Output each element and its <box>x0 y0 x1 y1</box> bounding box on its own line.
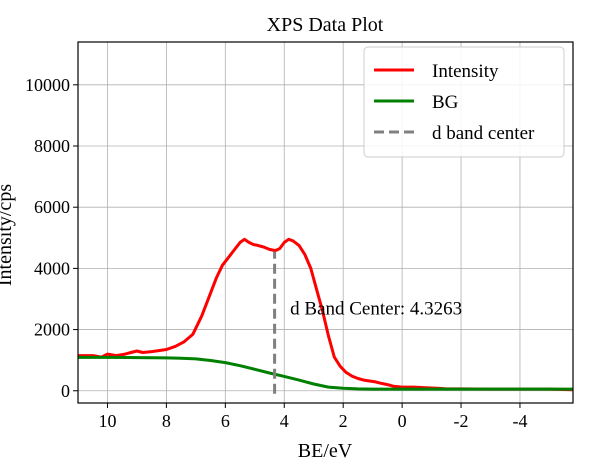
legend-box <box>363 46 565 158</box>
x-axis-ticks: 10 8 6 4 2 0 -2 -4 <box>98 403 527 431</box>
legend-label-bg: BG <box>432 92 459 113</box>
y-tick-label: 4000 <box>34 258 70 278</box>
y-tick-label: 0 <box>61 381 70 401</box>
y-axis-ticks: 0 2000 4000 6000 8000 10000 <box>25 75 78 401</box>
intensity-line <box>78 237 574 392</box>
x-tick-label: 6 <box>221 411 230 431</box>
y-tick-label: 2000 <box>34 320 70 340</box>
series-layer <box>78 237 574 394</box>
x-axis-label: BE/eV <box>298 440 353 462</box>
x-tick-label: 10 <box>98 411 116 431</box>
plot-frame <box>77 41 574 404</box>
y-axis-label: Intensity/cps <box>0 184 16 286</box>
y-tick-label: 6000 <box>34 197 70 217</box>
x-tick-label: 4 <box>280 411 289 431</box>
x-tick-label: 0 <box>398 411 407 431</box>
legend-label-intensity: Intensity <box>432 61 499 82</box>
legend-label-d-band-center: d band center <box>432 123 535 144</box>
x-tick-label: -2 <box>454 411 469 431</box>
bg-line <box>78 355 573 391</box>
d-band-center-annotation: d Band Center: 4.3263 <box>290 298 462 319</box>
x-tick-label: 2 <box>339 411 348 431</box>
chart-title: XPS Data Plot <box>267 14 384 36</box>
x-tick-label: 8 <box>162 411 171 431</box>
legend: Intensity BG d band center <box>363 46 565 158</box>
y-tick-label: 8000 <box>34 136 70 156</box>
y-tick-label: 10000 <box>25 75 70 95</box>
x-tick-label: -4 <box>512 411 527 431</box>
